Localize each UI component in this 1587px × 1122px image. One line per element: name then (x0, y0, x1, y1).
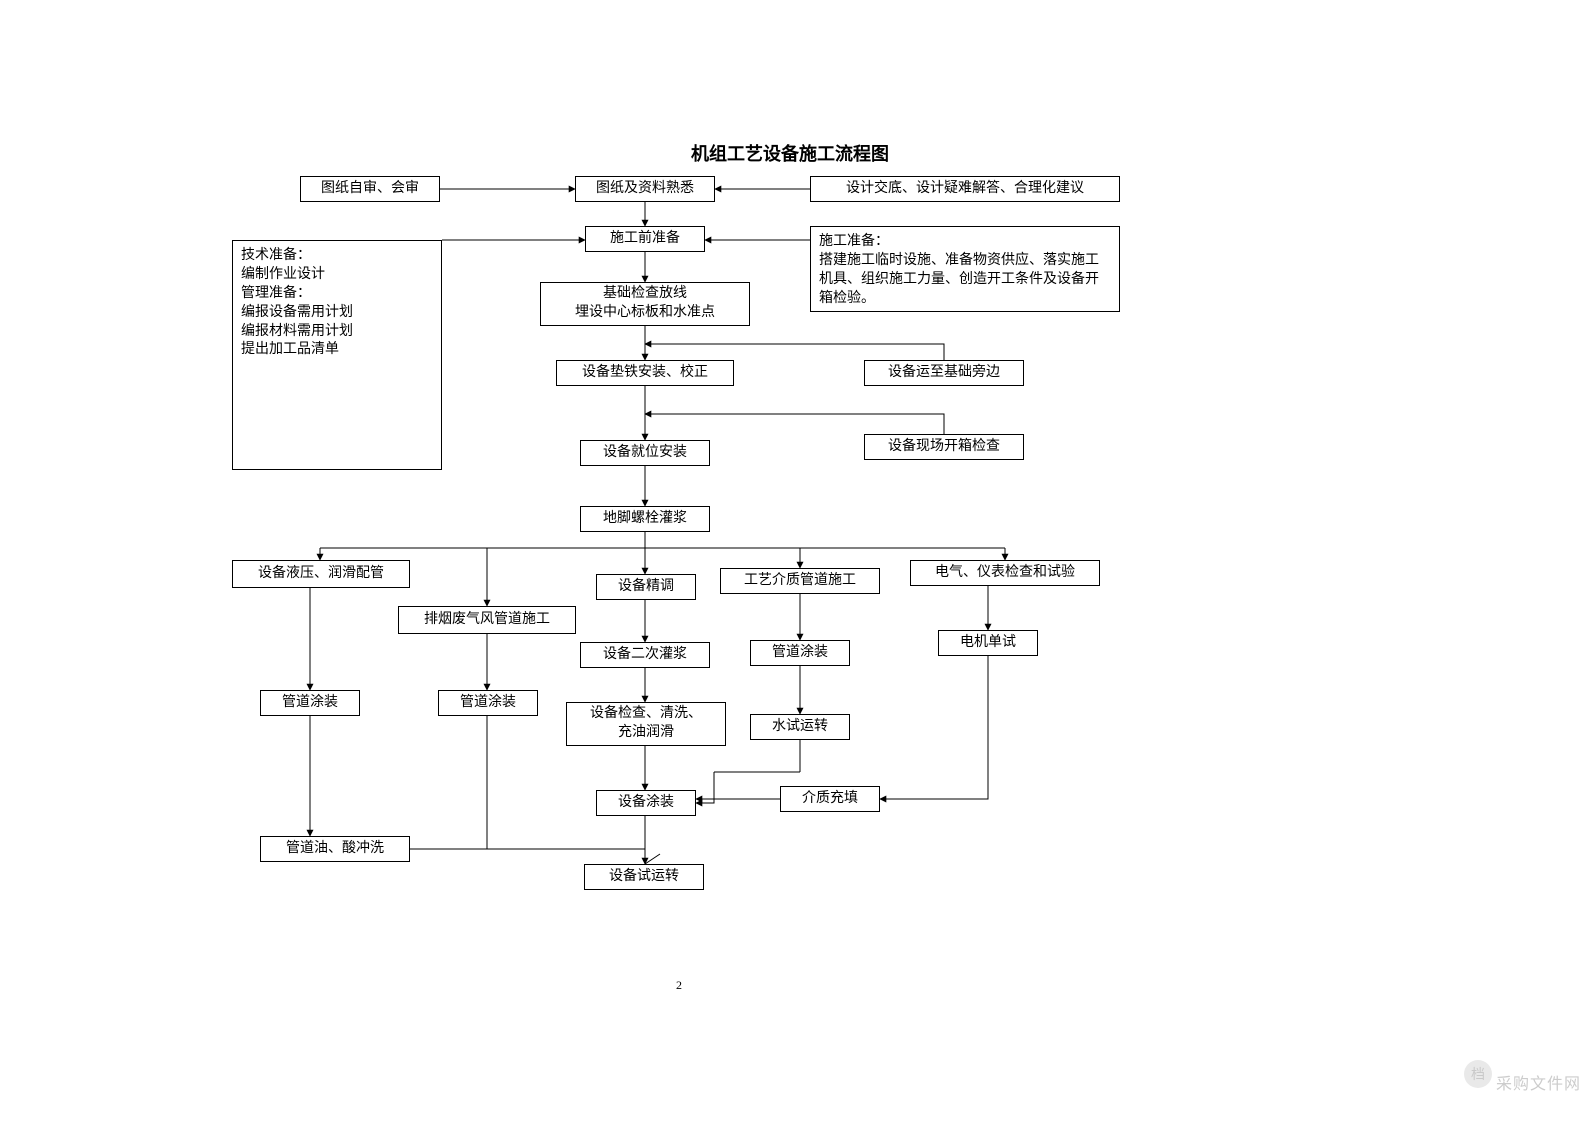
node-n_grout2: 设备二次灌浆 (580, 642, 710, 668)
node-n_techprep: 技术准备： 编制作业设计 管理准备： 编报设备需用计划 编报材料需用计划 提出加… (232, 240, 442, 470)
node-n_finetune: 设备精调 (596, 574, 696, 600)
node-n_hydraulic: 设备液压、润滑配管 (232, 560, 410, 588)
watermark-text: 采购文件网 (1496, 1070, 1581, 1094)
edge (880, 656, 988, 799)
watermark-icon: 档 (1464, 1060, 1492, 1088)
node-n_design: 设计交底、设计疑难解答、合理化建议 (810, 176, 1120, 202)
node-n_pipecoat_a: 管道涂装 (750, 640, 850, 666)
node-n_exhaust: 排烟废气风管道施工 (398, 606, 576, 634)
chart-title: 机组工艺设备施工流程图 (630, 140, 950, 166)
node-n_pipecoat_m: 管道涂装 (438, 690, 538, 716)
node-n_inplace: 设备就位安装 (580, 440, 710, 466)
node-n_cleanfill: 设备检查、清洗、 充油润滑 (566, 702, 726, 746)
node-n_bolt: 地脚螺栓灌浆 (580, 506, 710, 532)
node-n_motor: 电机单试 (938, 630, 1038, 656)
edge (645, 854, 660, 864)
page-number: 2 (676, 978, 682, 993)
node-n_pipecoat_l: 管道涂装 (260, 690, 360, 716)
node-n_preconstr: 施工前准备 (585, 226, 705, 252)
node-n_review: 图纸自审、会审 (300, 176, 440, 202)
edge (696, 772, 714, 803)
node-n_mediafill: 介质充填 (780, 786, 880, 812)
node-n_drawings: 图纸及资料熟悉 (575, 176, 715, 202)
node-n_oilwash: 管道油、酸冲洗 (260, 836, 410, 862)
node-n_processpipe: 工艺介质管道施工 (720, 568, 880, 594)
node-n_elecinspect: 电气、仪表检查和试验 (910, 560, 1100, 586)
edge (645, 414, 944, 434)
edge (645, 344, 944, 360)
node-n_eqcoat: 设备涂装 (596, 790, 696, 816)
node-n_watertest: 水试运转 (750, 714, 850, 740)
node-n_shim: 设备垫铁安装、校正 (556, 360, 734, 386)
node-n_foundation: 基础检查放线 埋设中心标板和水准点 (540, 282, 750, 326)
node-n_trial: 设备试运转 (584, 864, 704, 890)
node-n_transport: 设备运至基础旁边 (864, 360, 1024, 386)
node-n_unbox: 设备现场开箱检查 (864, 434, 1024, 460)
flowchart-canvas: 机组工艺设备施工流程图 图纸自审、会审 图纸及资料熟悉 设计交底、设计疑难解答、合理… (0, 0, 1587, 1122)
edge (628, 849, 645, 864)
node-n_constrprep: 施工准备： 搭建施工临时设施、准备物资供应、落实施工机具、组织施工力量、创造开工… (810, 226, 1120, 312)
